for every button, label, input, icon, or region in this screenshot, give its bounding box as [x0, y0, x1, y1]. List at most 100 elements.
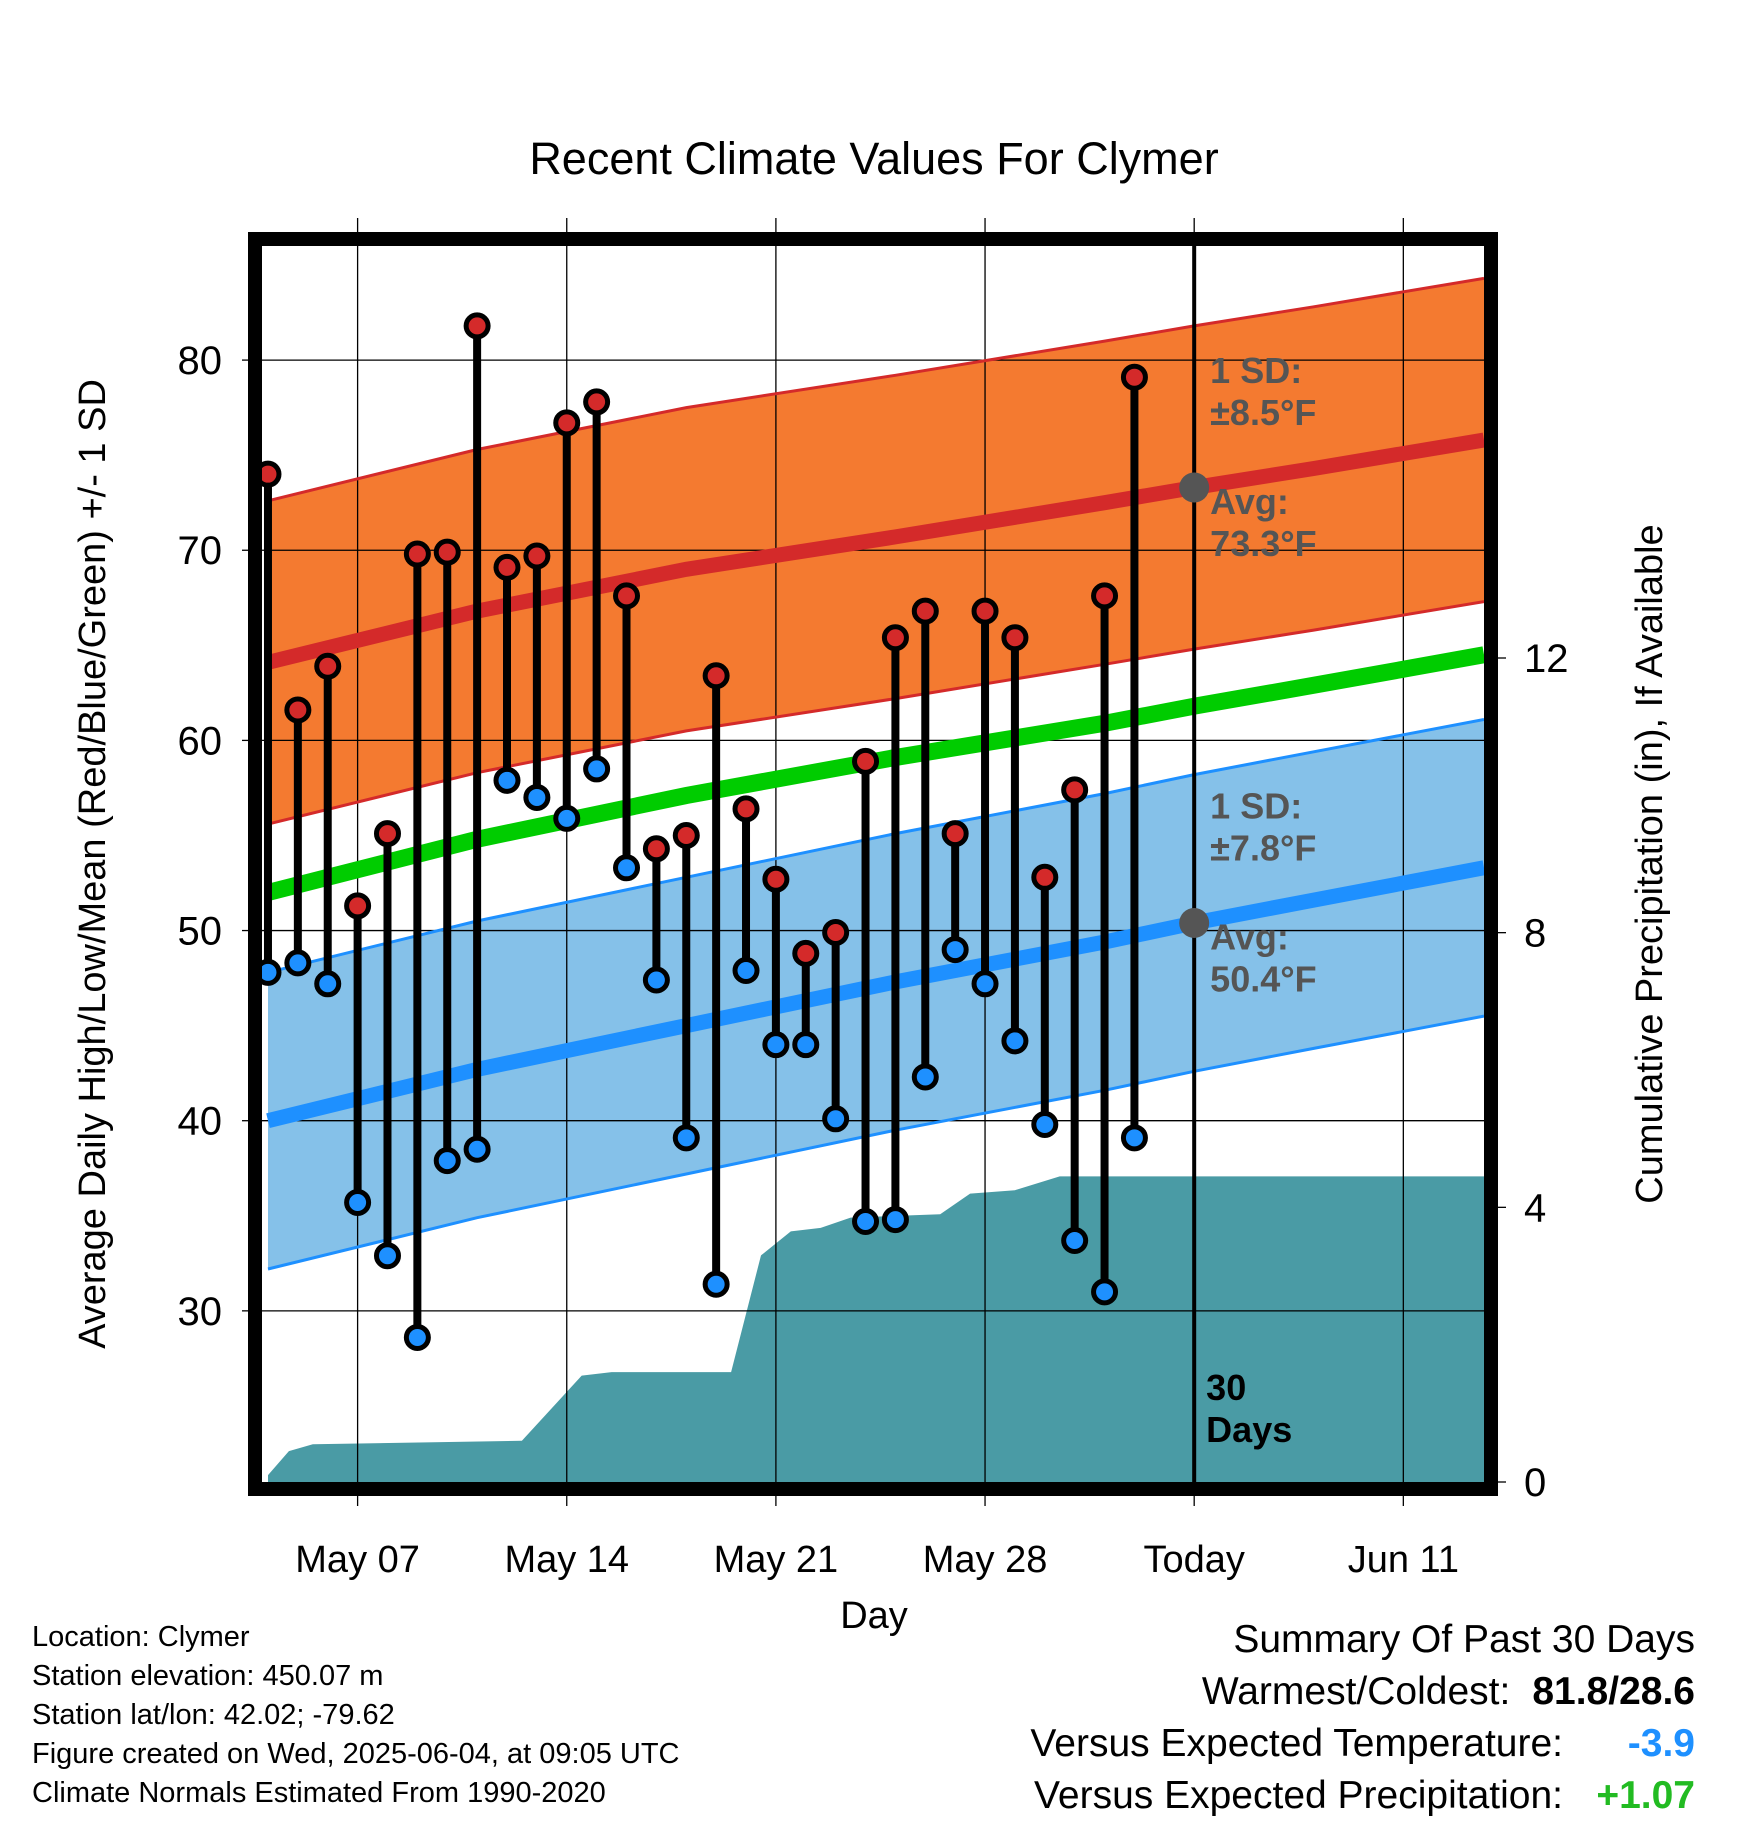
- x-axis-label: Day: [840, 1595, 908, 1637]
- overlay-layer: 1 SD: ±8.5°F Avg: 73.3°F 1 SD: ±7.8°F Avg: 50.4…: [254, 312, 1317, 1450]
- high-temp-point: [732, 795, 760, 823]
- low-temp-point: [881, 1206, 909, 1234]
- low-temp-point: [702, 1270, 730, 1298]
- low-temp-point: [433, 1147, 461, 1175]
- x-tick-label: May 28: [923, 1539, 1048, 1581]
- high-sd-band: [268, 278, 1484, 825]
- high-temp-point: [493, 553, 521, 581]
- temp-label: Versus Expected Temperature:: [1030, 1722, 1563, 1765]
- high-temp-point: [613, 582, 641, 610]
- high-temp-point: [463, 312, 491, 340]
- summary-panel: Summary Of Past 30 Days Warmest/Coldest:…: [1030, 1614, 1695, 1822]
- y-tick-label: 60: [178, 719, 223, 763]
- low-temp-point: [493, 766, 521, 794]
- high-sd-upper-line: [267, 276, 1484, 503]
- plot-frame: [248, 232, 1498, 1496]
- high-temp-point: [1061, 776, 1089, 804]
- low-temp-point: [583, 755, 611, 783]
- location-text: Location: Clymer: [32, 1621, 250, 1653]
- created-text: Figure created on Wed, 2025-06-04, at 09…: [32, 1738, 680, 1770]
- high-temp-point: [433, 538, 461, 566]
- high-temp-point: [314, 652, 342, 680]
- y-tick-label: 50: [178, 910, 223, 954]
- low-temp-point: [1091, 1278, 1119, 1306]
- normal-low-line: [266, 860, 1484, 1128]
- today-high-avg-marker: [1179, 472, 1210, 503]
- warm-cold-value: 81.8/28.6: [1532, 1670, 1695, 1713]
- low-temp-point: [1061, 1227, 1089, 1255]
- low-temp-point: [762, 1031, 790, 1059]
- y2-tick-label: 8: [1524, 912, 1546, 956]
- low-temp-point: [941, 936, 969, 964]
- low-temp-point: [523, 783, 551, 811]
- y-tick-label: 40: [178, 1100, 223, 1144]
- low-temp-point: [792, 1031, 820, 1059]
- low-temp-point: [1120, 1124, 1148, 1152]
- x-tick-label: May 21: [714, 1539, 839, 1581]
- low-temp-point: [284, 949, 312, 977]
- low-temp-point: [732, 956, 760, 984]
- low-temp-point: [373, 1242, 401, 1270]
- high-temp-point: [344, 892, 372, 920]
- chart-title: Recent Climate Values For Clymer: [529, 133, 1218, 184]
- high-sd-annotation: 1 SD: ±8.5°F: [1210, 350, 1316, 433]
- high-temp-point: [702, 662, 730, 690]
- high-temp-point: [583, 388, 611, 416]
- high-temp-point: [911, 597, 939, 625]
- low-temp-point: [1031, 1111, 1059, 1139]
- y-tick-label: 70: [178, 529, 223, 573]
- high-temp-point: [642, 835, 670, 863]
- temp-value: -3.9: [1627, 1722, 1695, 1765]
- low-temp-point: [911, 1063, 939, 1091]
- y2-tick-label: 12: [1524, 637, 1569, 681]
- elevation-text: Station elevation: 450.07 m: [32, 1660, 384, 1692]
- high-temp-point: [762, 865, 790, 893]
- high-temp-point: [852, 747, 880, 775]
- today-low-avg-marker: [1179, 907, 1210, 938]
- normals-text: Climate Normals Estimated From 1990-2020: [32, 1777, 606, 1809]
- low-temp-point: [463, 1135, 491, 1163]
- high-temp-point: [881, 624, 909, 652]
- low-temp-point: [553, 804, 581, 832]
- plot-area: [262, 246, 1484, 1482]
- high-temp-point: [971, 597, 999, 625]
- low-temp-point: [613, 854, 641, 882]
- low-temp-point: [672, 1124, 700, 1152]
- high-temp-point: [523, 542, 551, 570]
- x-tick-label: May 07: [295, 1539, 420, 1581]
- low-temp-point: [403, 1323, 431, 1351]
- high-sd-lower-line: [267, 600, 1484, 826]
- x-tick-label: Jun 11: [1348, 1539, 1459, 1581]
- high-temp-point: [1001, 624, 1029, 652]
- latlon-text: Station lat/lon: 42.02; -79.62: [32, 1699, 395, 1731]
- x-tick-label: Today: [1143, 1539, 1244, 1581]
- low-temp-point: [314, 970, 342, 998]
- y-tick-label: 80: [178, 339, 223, 383]
- x-tick-label: May 14: [504, 1539, 629, 1581]
- high-temp-point: [822, 918, 850, 946]
- summary-temp: Versus Expected Temperature: -3.9: [1030, 1718, 1695, 1770]
- y-tick-label: 30: [178, 1290, 223, 1334]
- low-avg-annotation: Avg: 50.4°F: [1210, 917, 1316, 1000]
- summary-warm-cold: Warmest/Coldest: 81.8/28.6: [1030, 1666, 1695, 1718]
- high-temp-point: [1031, 863, 1059, 891]
- summary-precip: Versus Expected Precipitation: +1.07: [1030, 1770, 1695, 1822]
- high-temp-point: [941, 820, 969, 848]
- summary-title: Summary Of Past 30 Days: [1233, 1618, 1695, 1661]
- today-days-annotation: 30 Days: [1206, 1367, 1292, 1450]
- low-temp-point: [344, 1188, 372, 1216]
- low-sd-annotation: 1 SD: ±7.8°F: [1210, 785, 1316, 868]
- high-temp-point: [403, 540, 431, 568]
- low-temp-point: [822, 1105, 850, 1133]
- high-avg-annotation: Avg: 73.3°F: [1210, 481, 1316, 564]
- low-temp-point: [852, 1207, 880, 1235]
- y2-axis-label: Cumulative Precipitation (in), If Availa…: [1629, 524, 1671, 1203]
- high-temp-point: [672, 821, 700, 849]
- station-info: Location: Clymer Station elevation: 450.…: [32, 1618, 680, 1813]
- low-temp-point: [971, 970, 999, 998]
- high-temp-point: [553, 409, 581, 437]
- high-temp-point: [284, 696, 312, 724]
- normal-mean-line: [265, 646, 1484, 901]
- normal-high-line: [266, 432, 1484, 670]
